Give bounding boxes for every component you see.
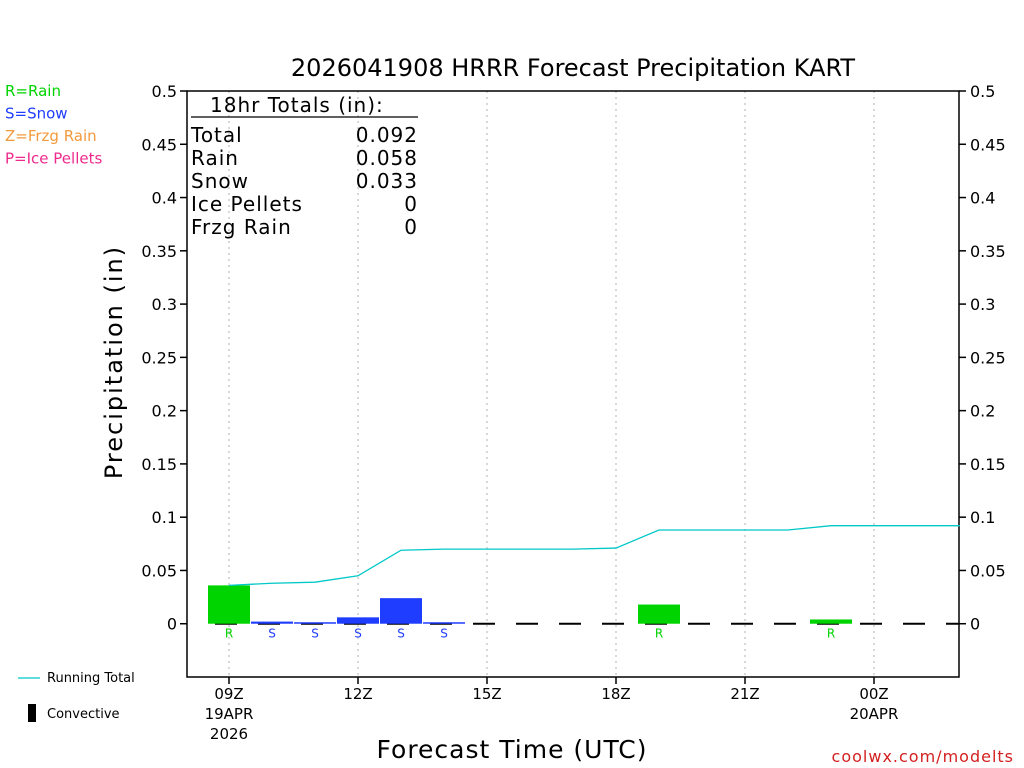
y-tick-label-left: 0 <box>167 615 177 634</box>
type-marker: S <box>268 627 276 641</box>
y-tick-label-left: 0.1 <box>152 508 177 527</box>
y-axis-right: 0 0.05 0.1 0.15 0.2 0.25 0.3 0.35 0.4 0.45 0.5 <box>959 82 1006 634</box>
vertical-grid <box>228 91 875 677</box>
totals-row-label: Ice Pellets <box>191 192 303 216</box>
y-tick-label-right: 0.05 <box>970 561 1006 580</box>
type-legend: R=Rain S=Snow Z=Frzg Rain P=Ice Pellets <box>5 82 102 168</box>
bar-snow <box>337 617 379 624</box>
y-tick-label-left: 0.25 <box>141 348 177 367</box>
running-total-line <box>228 525 960 587</box>
y-tick-label-right: 0 <box>970 615 980 634</box>
totals-row-label: Rain <box>191 146 239 170</box>
y-tick-label-left: 0.15 <box>141 455 177 474</box>
type-marker: S <box>311 627 319 641</box>
y-tick-label-left: 0.5 <box>152 82 177 101</box>
y-tick-label-left: 0.2 <box>152 402 177 421</box>
totals-row-value: 0 <box>404 215 418 239</box>
x-tick-label: 21Z <box>730 685 759 703</box>
y-tick-label-left: 0.4 <box>152 189 177 208</box>
x-tick-label: 09Z <box>214 685 243 703</box>
convective-legend-label: Convective <box>47 707 120 722</box>
y-tick-label-right: 0.1 <box>970 508 995 527</box>
convective-legend-swatch <box>28 704 36 722</box>
y-tick-label-right: 0.5 <box>970 82 995 101</box>
totals-box: 18hr Totals (in): Total 0.092 Rain 0.058 Sno… <box>190 93 418 239</box>
x-tick-label: 00Z <box>859 685 888 703</box>
x-tick-year: 2026 <box>210 725 248 743</box>
type-marker: R <box>225 627 233 641</box>
type-legend-entry: S=Snow <box>5 105 68 123</box>
precip-bars <box>208 585 852 624</box>
type-legend-entry: R=Rain <box>5 82 61 100</box>
bar-rain <box>638 604 680 624</box>
totals-row-value: 0.092 <box>356 123 418 147</box>
x-tick-date: 20APR <box>850 705 899 723</box>
totals-row-label: Total <box>190 123 243 147</box>
totals-rows: Total 0.092 Rain 0.058 Snow 0.033 Ice Pellets 0… <box>190 123 418 239</box>
y-tick-label-left: 0.45 <box>141 135 177 154</box>
bar-rain <box>208 585 250 624</box>
bar-snow <box>423 622 465 624</box>
bar-rain <box>810 619 852 624</box>
y-tick-label-left: 0.05 <box>141 561 177 580</box>
plot-frame <box>186 90 960 678</box>
type-marker: S <box>397 627 405 641</box>
running-total-legend-label: Running Total <box>47 671 135 686</box>
y-tick-label-right: 0.15 <box>970 455 1006 474</box>
x-axis-title: Forecast Time (UTC) <box>377 735 648 764</box>
chart-title: 2026041908 HRRR Forecast Precipitation K… <box>291 54 856 82</box>
totals-row-label: Snow <box>191 169 249 193</box>
type-marker: S <box>354 627 362 641</box>
totals-row-label: Frzg Rain <box>191 215 292 239</box>
type-legend-entry: P=Ice Pellets <box>5 150 102 168</box>
y-axis-title: Precipitation (in) <box>100 245 128 479</box>
bar-snow <box>251 621 293 624</box>
type-legend-entry: Z=Frzg Rain <box>5 127 97 145</box>
credit-text: coolwx.com/modelts <box>832 747 1014 766</box>
type-marker: R <box>655 627 663 641</box>
running-total-polyline <box>228 525 960 587</box>
x-tick-date: 19APR <box>205 705 254 723</box>
x-tick-label: 15Z <box>472 685 501 703</box>
y-axis-left: 0 0.05 0.1 0.15 0.2 0.25 0.3 0.35 0.4 0.45 0.5 <box>141 82 187 634</box>
y-tick-label-left: 0.3 <box>152 295 177 314</box>
y-tick-label-left: 0.35 <box>141 242 177 261</box>
type-marker: R <box>827 627 835 641</box>
y-tick-label-right: 0.25 <box>970 348 1006 367</box>
y-tick-label-right: 0.35 <box>970 242 1006 261</box>
y-tick-label-right: 0.45 <box>970 135 1006 154</box>
totals-header: 18hr Totals (in): <box>210 93 384 117</box>
bar-snow <box>380 598 422 624</box>
bar-snow <box>294 622 336 624</box>
y-tick-label-right: 0.4 <box>970 189 995 208</box>
x-tick-label: 12Z <box>343 685 372 703</box>
y-tick-label-right: 0.3 <box>970 295 995 314</box>
y-tick-label-right: 0.2 <box>970 402 995 421</box>
totals-row-value: 0.033 <box>356 169 418 193</box>
totals-row-value: 0 <box>404 192 418 216</box>
type-marker: S <box>440 627 448 641</box>
totals-row-value: 0.058 <box>356 146 418 170</box>
x-axis: 09Z 19APR 2026 12Z 15Z 18Z 21Z 00Z 20APR <box>205 677 899 743</box>
x-tick-label: 18Z <box>601 685 630 703</box>
